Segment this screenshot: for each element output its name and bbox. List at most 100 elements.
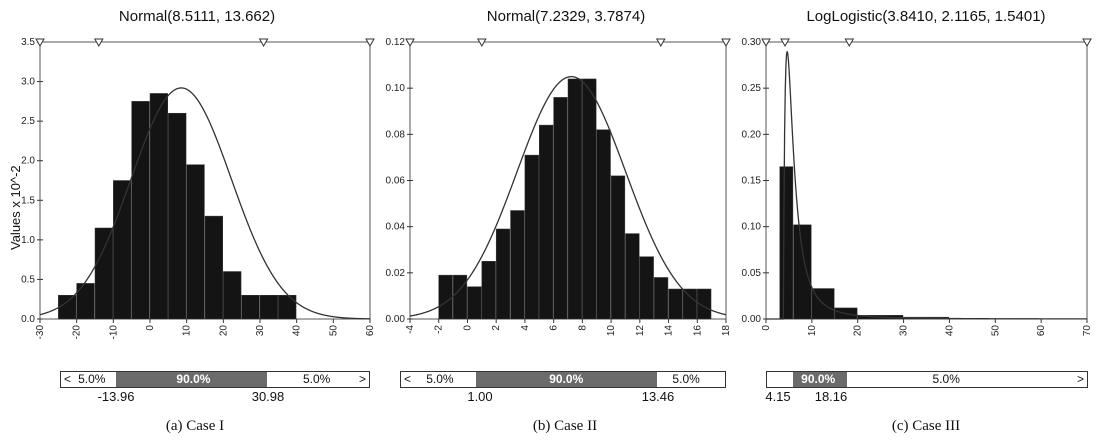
histogram-chart: 0.00 0.05 0.10 0.15 0.20 0.25 0.30 0 10 20 30 40 50 6… [742,37,1093,337]
y-tick-label: 0.5 [21,274,35,285]
percentile-middle: 90.0% [176,372,211,386]
histogram-bar [653,277,669,320]
percentile-bar: 90.0% 5.0% > [766,371,1088,388]
x-tick-label: 40 [292,325,303,337]
histogram-bar [779,166,794,320]
histogram-bar [438,274,453,320]
y-tick-label: 3.5 [21,37,35,48]
histogram-bar [223,271,242,320]
x-tick-label: 0 [145,325,156,331]
x-tick-label: 50 [990,325,1001,337]
x-tick-label: 4 [520,325,531,331]
y-tick-label: 3.0 [21,77,35,88]
histogram-bar [94,227,113,320]
y-tick-label: 0.20 [742,129,762,140]
right-arrow-icon[interactable]: > [1076,372,1084,386]
histogram-bar [113,180,132,320]
y-tick-label: 0.12 [386,37,406,48]
y-tick-label: 0.10 [386,83,406,94]
x-tick-label: 0 [761,325,772,331]
marker-triangle-icon [365,38,375,48]
x-tick-label: 10 [807,325,818,337]
percentile-middle: 90.0% [549,372,584,386]
x-tick-label: 2 [491,325,502,331]
marker-triangle-icon [655,38,666,48]
x-tick-label: 70 [1082,325,1093,337]
marker-triangle-icon [258,38,269,48]
marker-triangle-icon [844,38,855,48]
percentile-bar: < 5.0% 90.0% 5.0% > [60,371,370,388]
figure-caption: (c) Case III [891,418,961,434]
chart-title: Normal(8.5111, 13.662) [118,8,276,25]
x-tick-label: 0 [462,325,473,331]
x-tick-label: 60 [1036,325,1047,337]
fitted-curve [39,87,371,320]
x-tick-label: 20 [853,325,864,337]
x-tick-label: 40 [944,325,955,337]
percentile-high-value: 18.16 [814,389,848,404]
panel-case-1: Normal(8.5111, 13.662) 0.0 0.5 1.0 1.5 2.0 2.… [0,0,376,445]
percentile-low-value: 4.15 [765,389,791,404]
histogram-bar [241,295,260,320]
y-tick-label: 0.08 [386,129,406,140]
histogram-bar [639,256,654,320]
y-tick-label: 0.02 [386,268,406,279]
left-arrow-icon[interactable]: < [404,372,412,386]
percentile-right: 5.0% [302,372,331,386]
histogram-chart: 0.00 0.02 0.04 0.06 0.08 0.10 0.12 -4 -2 0 2 4 6 8 10 1… [386,37,732,336]
marker-triangle-icon [1082,38,1092,48]
y-tick-label: 0.0 [21,314,35,325]
y-tick-label: 1.0 [21,235,35,246]
y-tick-label: 0.04 [386,222,406,233]
histogram-bar [524,154,539,320]
x-tick-label: 60 [365,325,376,337]
chart-title: Normal(7.2329, 3.7874) [486,8,646,25]
percentile-bar-middle [475,372,657,387]
panel-case-3: LogLogistic(3.8410, 2.1165, 1.5401) 0.00… [730,0,1097,445]
histogram-bar [131,101,150,320]
y-tick-label: 0.15 [742,176,762,187]
marker-triangle-icon [761,38,771,48]
y-tick-label: 1.5 [21,195,35,206]
x-tick-label: -20 [72,325,83,340]
histogram-bar [582,78,597,320]
histogram-bar [668,288,683,320]
right-arrow-icon[interactable]: > [358,372,366,386]
x-tick-label: -4 [405,325,416,334]
y-tick-label: 0.00 [386,314,406,325]
x-tick-label: 6 [549,325,560,331]
y-tick-label: 0.00 [742,314,762,325]
percentile-bar-middle [792,372,847,387]
left-arrow-icon[interactable]: < [64,372,72,386]
histogram-bar [682,288,697,320]
marker-triangle-icon [35,38,45,48]
histogram-bar [481,261,496,320]
x-tick-label: -10 [108,325,119,340]
x-tick-label: 30 [255,325,266,337]
percentile-bar: < 5.0% 90.0% 5.0% [400,371,726,388]
histogram-bar [553,97,568,320]
x-tick-label: 20 [218,325,229,337]
marker-triangle-icon [780,38,790,48]
histogram-bar [76,283,95,320]
percentile-high-value: 30.98 [251,389,285,404]
histogram-bar [793,224,812,320]
percentile-right: 5.0% [672,372,700,386]
y-tick-label: 0.25 [742,83,762,94]
percentile-left: 5.0% [426,372,454,386]
histogram-bar [625,233,640,320]
histogram-bar [495,228,511,320]
percentile-middle: 90.0% [801,372,836,386]
histogram-bar [149,93,168,320]
histogram-bar [539,124,554,320]
fitted-curve [409,75,727,317]
histogram-bar [452,274,468,320]
histogram-chart: 0.0 0.5 1.0 1.5 2.0 2.5 3.0 3.5 -30 -20 -10 0 10 20 30… [21,37,376,340]
histogram-bar [204,215,223,320]
y-tick-label: 2.5 [21,116,35,127]
x-tick-label: -30 [35,325,46,340]
percentile-low-value: 1.00 [467,389,493,404]
percentile-high-value: 13.46 [641,389,675,404]
histogram-bar [58,295,77,320]
percentile-right: 5.0% [932,372,960,386]
